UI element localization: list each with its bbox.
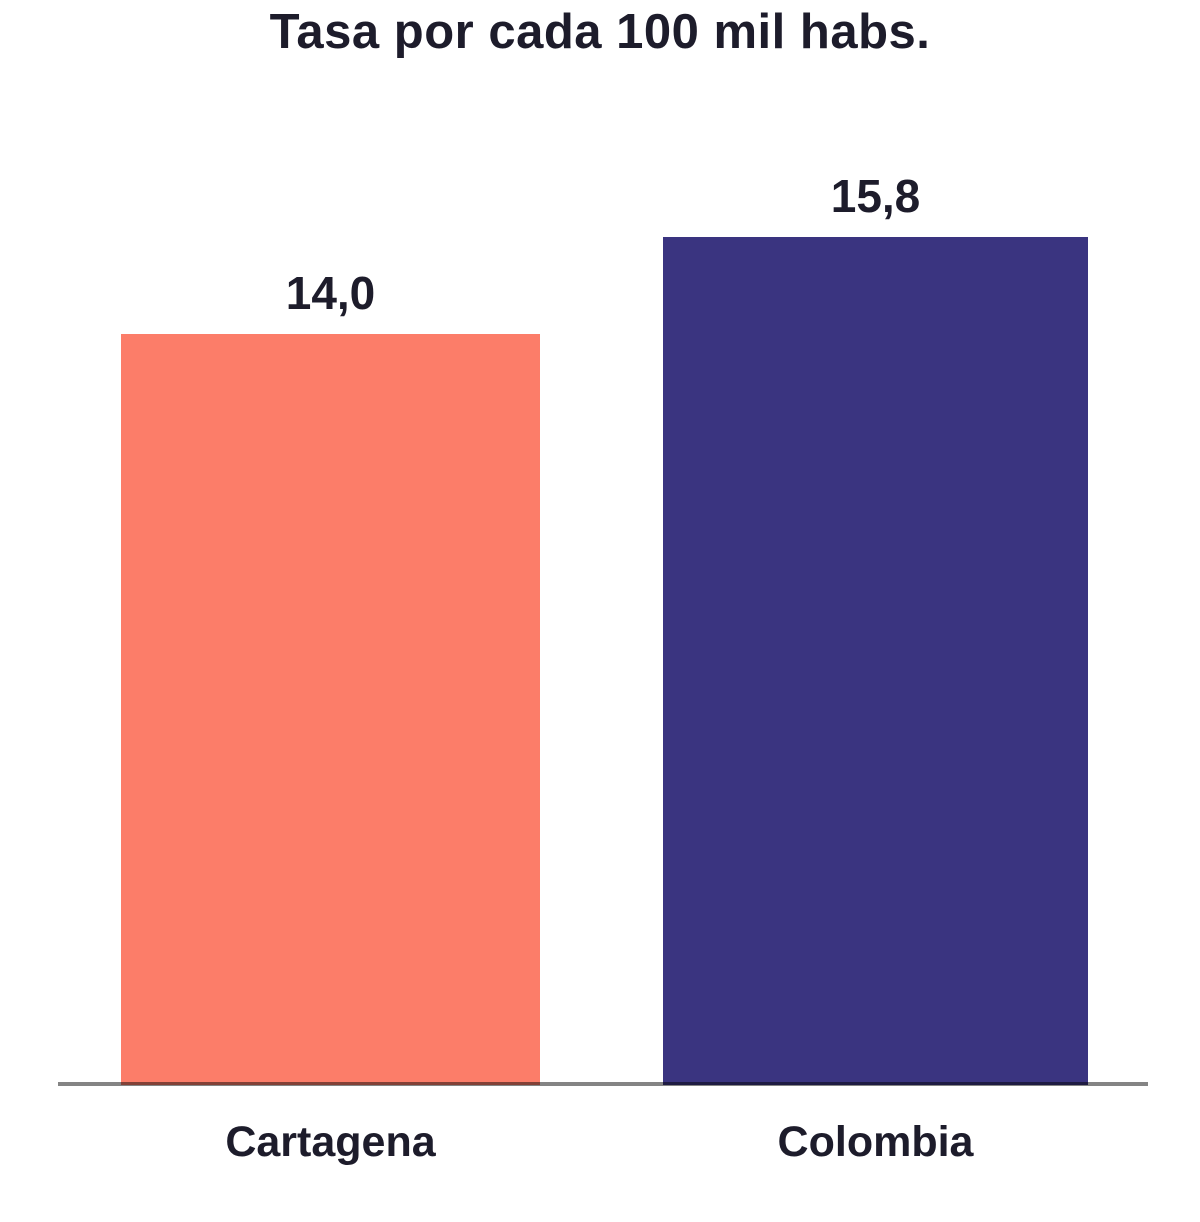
bar-cartagena <box>121 334 540 1085</box>
value-label-colombia: 15,8 <box>830 170 921 222</box>
axis-label-colombia: Colombia <box>777 1118 974 1166</box>
bar-colombia <box>663 237 1088 1085</box>
bar-column-colombia: 15,8 <box>663 173 1088 1085</box>
value-label-cartagena: 14,0 <box>285 267 376 319</box>
bar-column-cartagena: 14,0 <box>121 270 540 1085</box>
axis-label-cartagena: Cartagena <box>225 1118 436 1166</box>
x-axis-line <box>58 1082 1148 1086</box>
chart-title: Tasa por cada 100 mil habs. <box>269 5 931 59</box>
